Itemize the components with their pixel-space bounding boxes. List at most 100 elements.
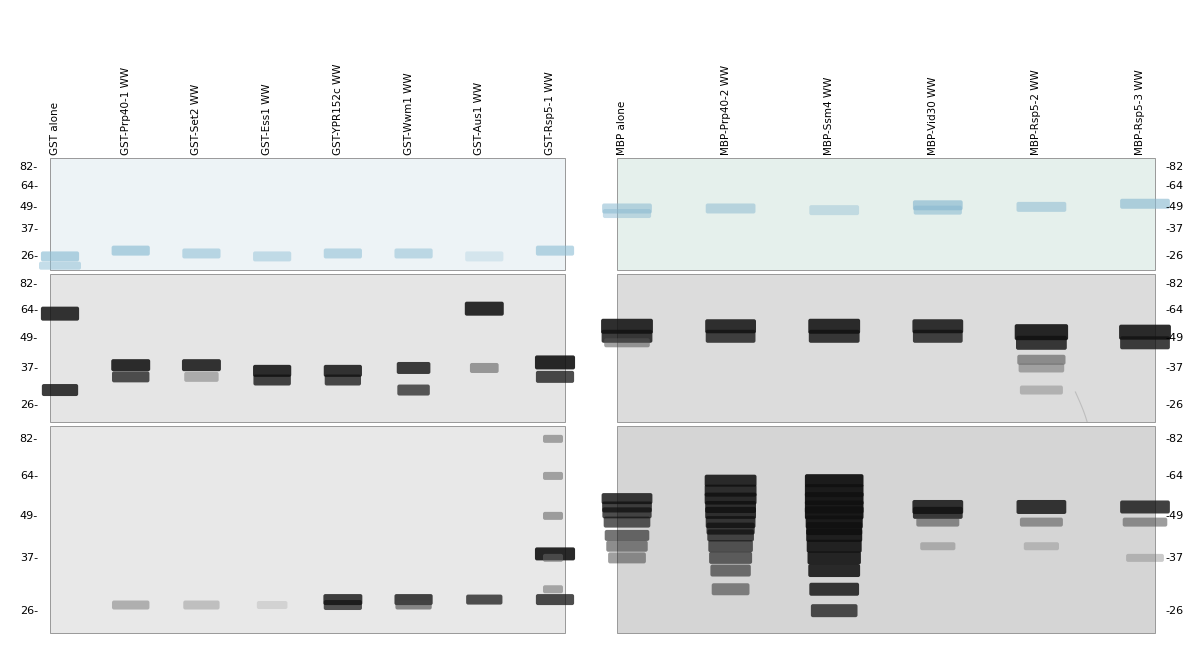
FancyBboxPatch shape [805,515,863,528]
FancyBboxPatch shape [706,516,756,528]
Text: -37: -37 [1165,363,1183,373]
FancyBboxPatch shape [608,552,646,564]
Text: 26-: 26- [20,400,38,410]
FancyBboxPatch shape [706,501,756,513]
FancyBboxPatch shape [602,502,652,512]
FancyBboxPatch shape [112,371,150,382]
FancyBboxPatch shape [1016,202,1067,212]
FancyBboxPatch shape [38,262,82,270]
Text: MBP-Rsp5-2 WW: MBP-Rsp5-2 WW [1032,70,1042,155]
FancyBboxPatch shape [464,302,504,316]
FancyBboxPatch shape [1020,517,1063,526]
FancyBboxPatch shape [1018,355,1066,365]
FancyBboxPatch shape [253,365,292,377]
FancyBboxPatch shape [536,594,574,605]
FancyBboxPatch shape [536,246,574,255]
Bar [617,274,1154,422]
Bar [617,158,1154,270]
FancyBboxPatch shape [601,493,653,504]
Bar [50,158,565,270]
Text: MBP-Prp40-2 WW: MBP-Prp40-2 WW [720,65,731,155]
Text: -82: -82 [1165,434,1183,444]
FancyBboxPatch shape [41,307,79,320]
FancyBboxPatch shape [707,523,755,534]
FancyBboxPatch shape [470,363,499,373]
FancyBboxPatch shape [707,529,754,541]
FancyBboxPatch shape [601,330,653,343]
FancyBboxPatch shape [542,554,563,562]
FancyBboxPatch shape [542,435,563,443]
Text: MBP alone: MBP alone [617,101,628,155]
FancyBboxPatch shape [1020,385,1063,395]
FancyBboxPatch shape [806,529,863,542]
FancyBboxPatch shape [604,517,650,528]
Text: -64: -64 [1165,471,1183,481]
Text: GST-Set2 WW: GST-Set2 WW [192,84,202,155]
Text: 64-: 64- [20,181,38,191]
FancyBboxPatch shape [710,565,751,577]
FancyBboxPatch shape [806,540,862,552]
FancyBboxPatch shape [323,594,362,605]
FancyBboxPatch shape [706,330,756,343]
FancyBboxPatch shape [253,374,290,385]
Text: GST-Aus1 WW: GST-Aus1 WW [474,82,485,155]
Text: -37: -37 [1165,224,1183,234]
FancyBboxPatch shape [602,209,652,218]
FancyBboxPatch shape [602,203,652,213]
FancyBboxPatch shape [605,338,650,347]
Text: -26: -26 [1165,400,1183,410]
FancyBboxPatch shape [253,252,292,261]
FancyBboxPatch shape [396,601,432,610]
Text: MBP-Rsp5-3 WW: MBP-Rsp5-3 WW [1135,70,1145,155]
FancyBboxPatch shape [1016,336,1067,350]
FancyBboxPatch shape [466,595,503,604]
FancyBboxPatch shape [112,601,150,610]
FancyBboxPatch shape [42,384,78,396]
Text: MBP-Vid30 WW: MBP-Vid30 WW [928,77,938,155]
FancyBboxPatch shape [395,594,433,605]
FancyBboxPatch shape [912,319,964,333]
FancyBboxPatch shape [535,356,575,369]
FancyBboxPatch shape [709,552,752,564]
Text: -49: -49 [1165,202,1183,212]
FancyBboxPatch shape [325,374,361,385]
FancyBboxPatch shape [601,318,653,333]
FancyBboxPatch shape [395,248,433,259]
Text: 37-: 37- [20,553,38,563]
Text: 82-: 82- [19,162,38,172]
Text: 26-: 26- [20,606,38,616]
FancyBboxPatch shape [809,564,860,577]
FancyBboxPatch shape [257,601,288,609]
Text: -82: -82 [1165,162,1183,172]
FancyBboxPatch shape [542,585,563,593]
FancyBboxPatch shape [809,583,859,596]
Text: -26: -26 [1165,252,1183,261]
Text: GST-Rsp5-1 WW: GST-Rsp5-1 WW [545,72,554,155]
FancyBboxPatch shape [805,484,864,497]
FancyBboxPatch shape [185,372,218,382]
FancyBboxPatch shape [704,474,756,487]
FancyBboxPatch shape [704,485,756,497]
FancyBboxPatch shape [606,541,648,552]
Text: 49-: 49- [19,333,38,343]
Text: 82-: 82- [19,280,38,289]
FancyBboxPatch shape [913,330,962,343]
FancyBboxPatch shape [706,203,756,213]
Text: 37-: 37- [20,224,38,234]
FancyBboxPatch shape [112,246,150,255]
FancyBboxPatch shape [712,583,750,595]
FancyBboxPatch shape [605,530,649,541]
FancyBboxPatch shape [1120,500,1170,514]
Bar [50,426,565,633]
FancyBboxPatch shape [809,205,859,215]
FancyBboxPatch shape [324,248,362,259]
FancyBboxPatch shape [1120,324,1171,340]
FancyBboxPatch shape [708,540,752,552]
Text: 49-: 49- [19,202,38,212]
FancyBboxPatch shape [112,359,150,371]
FancyBboxPatch shape [1016,500,1067,514]
Text: -26: -26 [1165,606,1183,616]
FancyBboxPatch shape [1024,542,1060,551]
Text: -82: -82 [1165,280,1183,289]
Text: 26-: 26- [20,252,38,261]
